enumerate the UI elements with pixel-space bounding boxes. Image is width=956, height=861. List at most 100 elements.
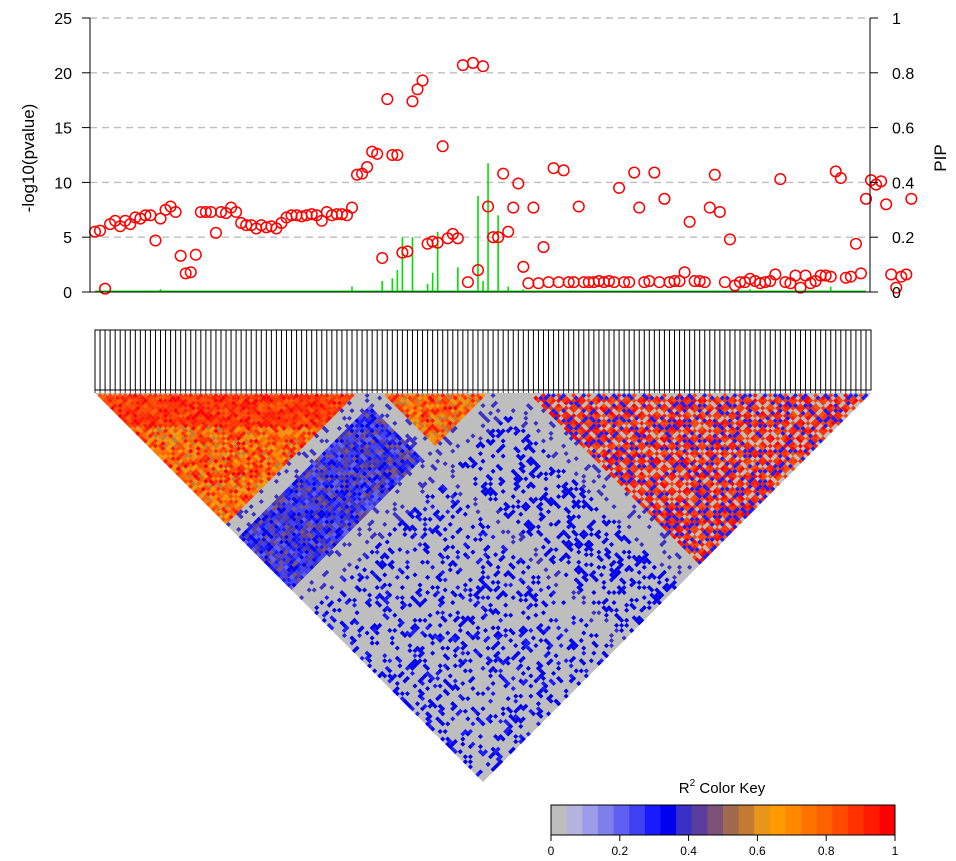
ld-cell xyxy=(324,428,330,434)
pvalue-point xyxy=(401,245,414,258)
ld-cell xyxy=(213,418,219,424)
ld-cell xyxy=(173,413,179,419)
ld-cell xyxy=(170,410,176,416)
ld-cell xyxy=(417,653,423,659)
ld-cell xyxy=(460,660,466,666)
ld-cell xyxy=(140,410,146,416)
ld-cell xyxy=(183,443,189,449)
ld-cell xyxy=(142,438,148,444)
ld-cell xyxy=(122,408,128,414)
ld-cell xyxy=(142,428,148,434)
ld-cell xyxy=(387,658,393,664)
ld-cell xyxy=(173,433,179,439)
ld-cell xyxy=(233,473,239,479)
ld-cell xyxy=(266,430,272,436)
ld-cell xyxy=(392,612,398,618)
ld-cell xyxy=(488,587,494,593)
ld-cell xyxy=(236,476,242,482)
ld-cell xyxy=(142,393,148,399)
ld-cell xyxy=(246,481,252,487)
ld-cell xyxy=(445,544,451,550)
pvalue-point xyxy=(315,214,328,227)
ld-cell xyxy=(359,473,365,479)
ld-cell xyxy=(367,506,373,512)
ld-cell xyxy=(195,451,201,457)
ld-cell xyxy=(364,600,370,606)
ld-cell xyxy=(329,584,335,591)
pvalue-point xyxy=(698,276,711,289)
ld-cell xyxy=(243,433,249,439)
ld-cell xyxy=(336,552,342,558)
ld-cell xyxy=(200,415,206,421)
ld-cell xyxy=(163,403,169,409)
ld-cell xyxy=(263,468,269,474)
ld-cell xyxy=(299,595,305,601)
ld-cell xyxy=(299,408,305,414)
ld-cell xyxy=(319,453,325,459)
ld-cell xyxy=(384,488,390,495)
ld-cell xyxy=(132,418,138,424)
ld-cell xyxy=(283,393,289,399)
ld-cell xyxy=(392,526,398,532)
ld-cell xyxy=(414,660,421,666)
ld-cell xyxy=(377,471,383,477)
ld-cell xyxy=(273,468,279,474)
ld-cell xyxy=(462,587,468,593)
ld-cell xyxy=(170,435,176,441)
ld-cell xyxy=(568,678,574,684)
ld-cell xyxy=(349,514,355,520)
ld-cell xyxy=(253,398,259,404)
ld-cell xyxy=(387,673,393,679)
ld-cell xyxy=(460,620,466,626)
ld-cell xyxy=(273,514,279,520)
ld-cell xyxy=(523,638,529,644)
ld-cell xyxy=(470,635,476,641)
ld-cell xyxy=(387,582,393,588)
ld-cell xyxy=(263,413,269,419)
ld-cell xyxy=(220,446,227,452)
ld-cell xyxy=(467,754,473,760)
ld-cell xyxy=(422,617,428,623)
ld-cell xyxy=(203,458,209,464)
ld-cell xyxy=(326,491,332,497)
ld-cell xyxy=(475,691,481,697)
ld-cell xyxy=(359,514,365,520)
ld-cell xyxy=(364,650,370,656)
ld-cell xyxy=(488,698,494,704)
ld-cell xyxy=(309,428,315,434)
ld-cell xyxy=(357,506,363,512)
ld-cell xyxy=(409,509,415,515)
ld-cell xyxy=(558,678,564,684)
ld-cell xyxy=(382,476,388,482)
ld-cell xyxy=(175,425,181,431)
ld-cell xyxy=(246,446,252,452)
ld-cell xyxy=(346,451,352,457)
ld-cell xyxy=(266,405,272,411)
ld-cell xyxy=(384,595,390,601)
ld-cell xyxy=(354,483,360,489)
left-tick-label: 20 xyxy=(54,66,72,83)
ld-cell xyxy=(223,494,229,500)
ld-cell xyxy=(304,453,310,459)
ld-cell xyxy=(248,488,254,495)
ld-cell xyxy=(319,463,325,469)
ld-cell xyxy=(246,425,252,431)
ld-cell xyxy=(351,597,358,603)
ld-cell xyxy=(203,398,209,404)
ld-cell xyxy=(180,476,186,482)
pvalue-point xyxy=(527,201,540,214)
ld-cell xyxy=(188,433,194,439)
ld-cell xyxy=(281,395,287,401)
ld-cell xyxy=(331,440,337,447)
ld-cell xyxy=(296,496,302,502)
ld-cell xyxy=(528,648,534,654)
ld-cell xyxy=(359,494,365,500)
ld-cell xyxy=(477,734,483,740)
ld-cell xyxy=(319,514,325,520)
ld-cell xyxy=(278,438,284,444)
ld-cell xyxy=(183,408,189,414)
ld-cell xyxy=(168,403,174,409)
ld-cell xyxy=(289,579,295,585)
ld-cell xyxy=(490,665,496,671)
ld-cell xyxy=(495,751,501,757)
